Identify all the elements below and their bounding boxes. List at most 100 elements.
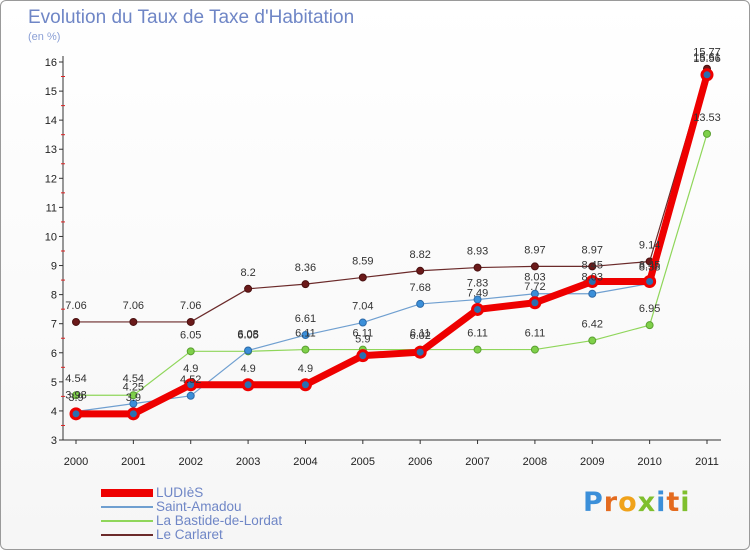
data-label: 7.06 [65,300,86,312]
data-point [703,129,711,138]
series-line [76,68,708,323]
chart-subtitle: (en %) [28,31,61,43]
data-point [72,391,80,400]
data-point [585,275,599,289]
data-point [416,299,425,308]
x-tick-label: 2006 [408,456,432,468]
x-tick-label: 2003 [236,456,260,468]
data-point [473,345,482,354]
data-point [358,273,367,282]
y-tick-label: 14 [45,115,57,127]
data-label: 6.11 [467,328,488,340]
logo-letter: x [637,487,657,518]
x-tick-label: 2004 [293,456,317,468]
data-point [301,345,310,354]
data-label: 7.06 [123,300,144,312]
data-point [186,347,195,356]
data-point [530,262,539,271]
logo-letter: P [583,487,604,518]
data-label: 6.11 [295,328,316,340]
data-label: 3.98 [65,390,86,402]
legend-swatch [101,489,153,497]
data-label: 8.97 [582,244,603,256]
data-label: 6.02 [409,330,430,342]
data-label: 7.06 [180,300,201,312]
data-point [301,331,310,340]
data-point [530,345,539,354]
x-tick-label: 2001 [121,456,145,468]
data-label: 8.93 [467,246,488,258]
data-point [244,284,253,293]
data-label: 8.38 [639,262,660,274]
data-point [69,407,83,421]
data-label: 8.03 [524,272,545,284]
legend-swatch [101,534,153,536]
data-label: 6.11 [525,328,546,340]
y-tick-label: 5 [51,377,57,389]
chart-title: Evolution du Taux de Taxe d'Habitation [28,7,355,28]
data-label: 4.52 [180,374,201,386]
data-label: 8.97 [524,244,545,256]
y-tick-label: 7 [51,319,57,331]
data-label: 6.11 [410,328,431,340]
series-line [76,73,711,418]
data-label: 4.9 [298,363,313,375]
x-tick-label: 2010 [637,456,661,468]
logo-letter: i [656,487,667,518]
y-tick-label: 8 [51,290,57,302]
data-label: 6.95 [639,303,660,315]
data-label: 8.03 [582,272,603,284]
data-label: 4.54 [65,373,86,385]
y-tick-label: 12 [45,173,57,185]
data-label: 6.61 [295,313,316,325]
data-label: 4.9 [240,363,255,375]
data-point [244,346,253,355]
x-tick-label: 2002 [178,456,202,468]
data-label: 8.59 [352,255,373,267]
data-label: 5.9 [355,334,370,346]
data-point [528,296,542,310]
data-label: 3.9 [68,392,83,404]
x-tick-label: 2007 [465,456,489,468]
data-label: 8.45 [582,260,603,272]
y-tick-label: 13 [45,144,57,156]
data-label: 4.25 [123,382,144,394]
data-label: 6.42 [582,319,603,331]
data-point [186,391,195,400]
data-label: 7.49 [467,287,488,299]
y-tick-label: 16 [45,57,57,69]
data-point [471,302,485,316]
data-point [413,345,427,359]
data-point [588,289,597,298]
y-tick-label: 4 [51,406,57,418]
y-tick-label: 9 [51,261,57,273]
data-label: 9.14 [639,239,660,251]
data-label: 7.68 [409,282,430,294]
logo-letter: r [603,487,619,518]
logo-letter: t [666,487,681,518]
legend-label: Le Carlaret [156,527,223,542]
data-point [700,68,714,82]
data-label: 15.61 [693,51,721,63]
data-point [416,266,425,275]
logo-letter: o [618,487,638,518]
y-tick-label: 3 [51,435,57,447]
data-point [588,336,597,345]
data-point [643,275,657,289]
x-tick-label: 2005 [351,456,375,468]
legend-label: La Bastide-de-Lordat [156,513,283,528]
data-point [129,317,138,326]
x-tick-label: 2011 [695,456,719,468]
data-point [241,378,255,392]
y-tick-label: 10 [45,231,57,243]
data-point [72,317,80,326]
series-line [75,73,708,413]
legend-label: LUDIèS [156,485,204,500]
y-tick-label: 6 [51,348,57,360]
data-label: 6.05 [180,329,201,341]
x-tick-label: 2000 [64,456,88,468]
data-point [184,378,198,392]
y-tick-label: 11 [46,202,57,214]
legend-swatch [101,520,153,522]
